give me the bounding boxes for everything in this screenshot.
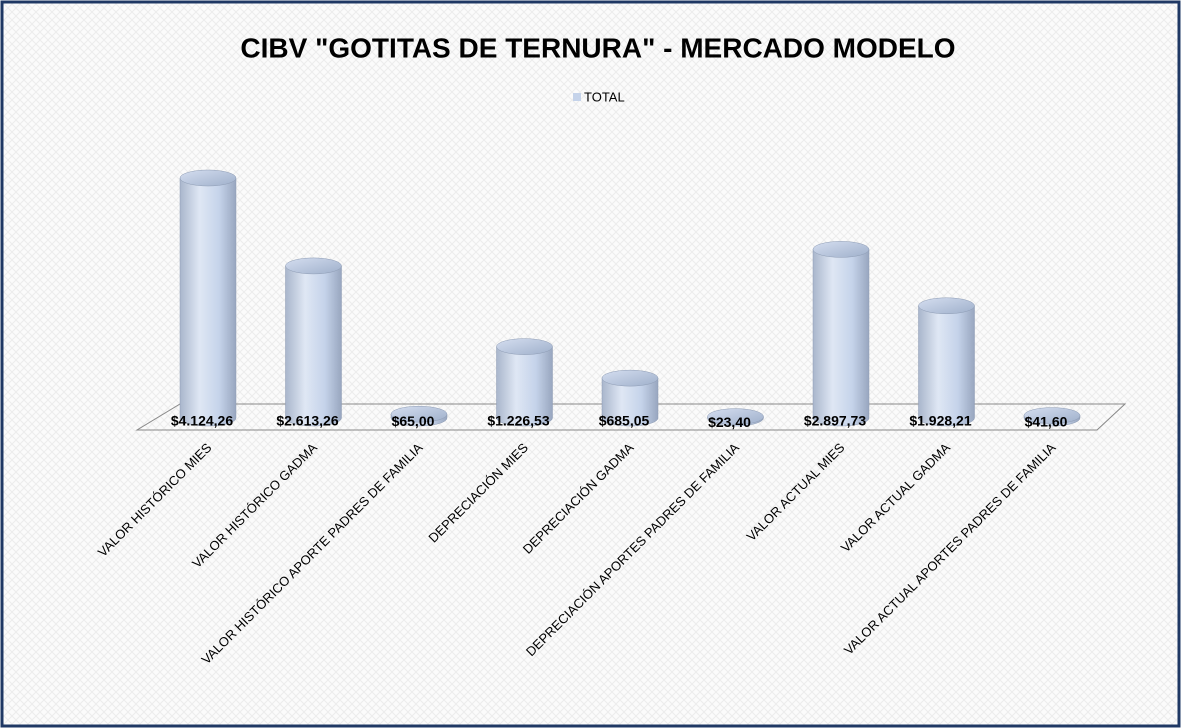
cylinder <box>707 408 764 427</box>
cylinder <box>918 297 975 427</box>
value-label: $2.897,73 <box>804 413 866 429</box>
cylinder <box>1023 407 1081 427</box>
value-label: $65,00 <box>392 413 435 429</box>
cylinder <box>812 241 870 427</box>
cylinder-top <box>179 169 237 187</box>
cylinder <box>179 169 237 427</box>
cylinder-body <box>496 346 553 427</box>
cylinder <box>390 405 448 427</box>
cylinder-top <box>390 405 448 423</box>
legend-swatch <box>573 93 581 101</box>
value-label: $1.928,21 <box>909 413 971 429</box>
cylinder-top <box>601 369 659 387</box>
cylinder <box>601 369 659 427</box>
value-label: $41,60 <box>1025 413 1068 429</box>
cylinder <box>285 257 342 427</box>
legend-label: TOTAL <box>584 89 625 104</box>
cylinder-body <box>601 377 659 427</box>
cylinder-top <box>918 297 975 315</box>
cylinder-body <box>812 249 870 427</box>
cylinder-top <box>1023 407 1081 424</box>
cylinder-body <box>285 265 342 427</box>
cylinder-top <box>812 241 870 258</box>
value-label: $685,05 <box>599 413 650 429</box>
cylinder-body <box>179 177 237 427</box>
value-label: $1.226,53 <box>487 413 549 429</box>
cylinder <box>496 338 553 427</box>
cylinder-top <box>285 257 342 275</box>
chart-title: CIBV "GOTITAS DE TERNURA" - MERCADO MODE… <box>240 32 955 63</box>
floor <box>135 403 1127 431</box>
cylinder-top <box>707 408 764 425</box>
cylinder-top <box>496 338 553 355</box>
value-label: $4.124,26 <box>171 413 233 429</box>
value-label: $23,40 <box>708 414 751 430</box>
value-label: $2.613,26 <box>276 413 338 429</box>
cylinder-body <box>918 305 975 427</box>
